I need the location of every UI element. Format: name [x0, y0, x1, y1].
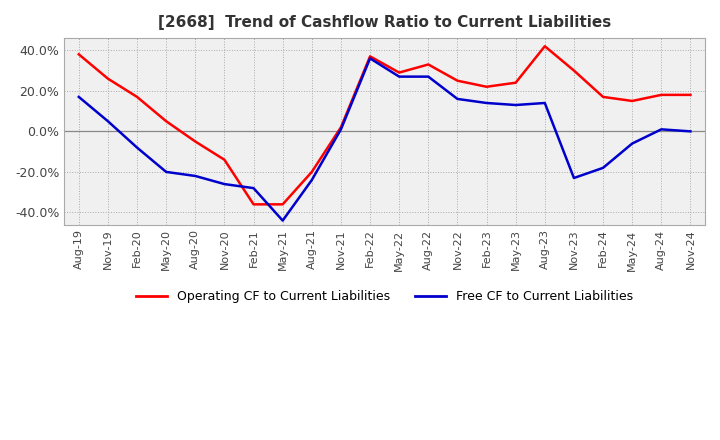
Legend: Operating CF to Current Liabilities, Free CF to Current Liabilities: Operating CF to Current Liabilities, Fre…	[131, 285, 639, 308]
Title: [2668]  Trend of Cashflow Ratio to Current Liabilities: [2668] Trend of Cashflow Ratio to Curren…	[158, 15, 611, 30]
